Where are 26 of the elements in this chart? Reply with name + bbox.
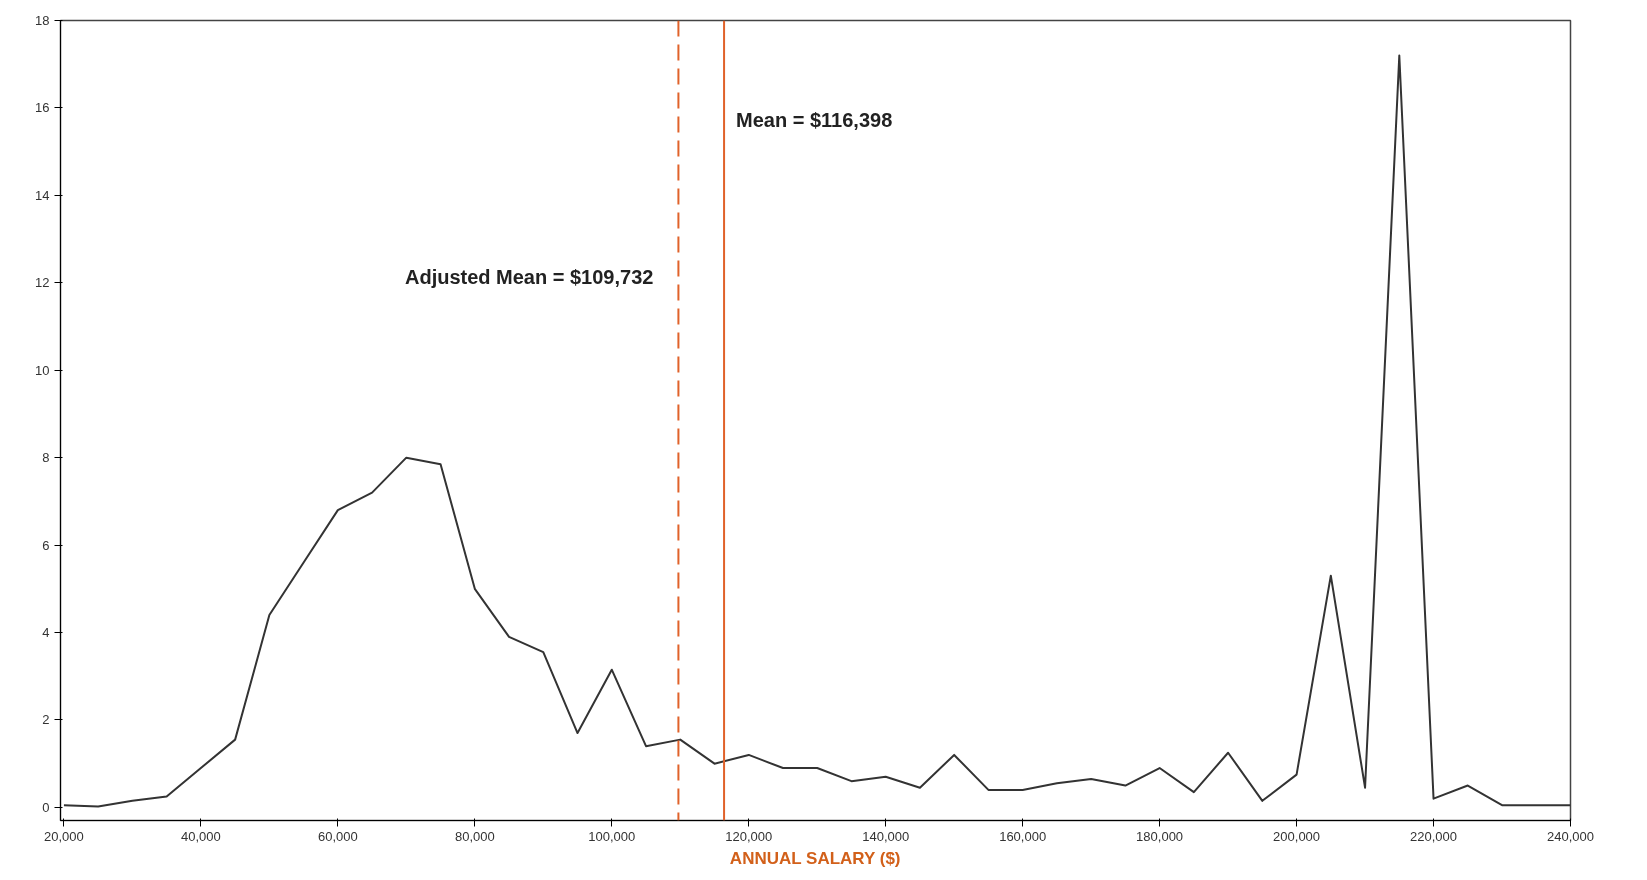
y-tick-label: 2	[42, 712, 50, 728]
x-tick-label: 120,000	[725, 828, 773, 844]
x-tick-label: 80,000	[454, 828, 495, 844]
x-tick-label: 200,000	[1273, 828, 1321, 844]
y-tick-label: 8	[42, 450, 50, 466]
y-tick-label: 14	[35, 187, 50, 203]
ref-line-label: Mean = $116,398	[736, 108, 893, 131]
x-tick-label: 160,000	[999, 828, 1047, 844]
x-tick-label: 60,000	[317, 828, 358, 844]
y-tick-label: 0	[42, 799, 50, 815]
y-tick-label: 18	[35, 13, 50, 28]
y-tick-label: 4	[42, 625, 50, 641]
x-tick-label: 100,000	[588, 828, 636, 844]
y-tick-label: 6	[42, 537, 50, 553]
y-tick-label: 16	[35, 100, 50, 116]
x-tick-label: 240,000	[1547, 828, 1594, 844]
y-tick-label: 10	[35, 362, 50, 378]
ref-line-label: Adjusted Mean = $109,732	[404, 266, 654, 289]
x-axis-title: ANNUAL SALARY ($)	[729, 848, 901, 868]
x-tick-label: 180,000	[1136, 828, 1184, 844]
x-tick-label: 220,000	[1410, 828, 1458, 844]
x-tick-label: 20,000	[44, 828, 84, 844]
y-tick-label: 12	[35, 275, 50, 291]
x-tick-label: 140,000	[862, 828, 910, 844]
x-tick-label: 40,000	[181, 828, 221, 844]
line-series	[62, 54, 1571, 808]
